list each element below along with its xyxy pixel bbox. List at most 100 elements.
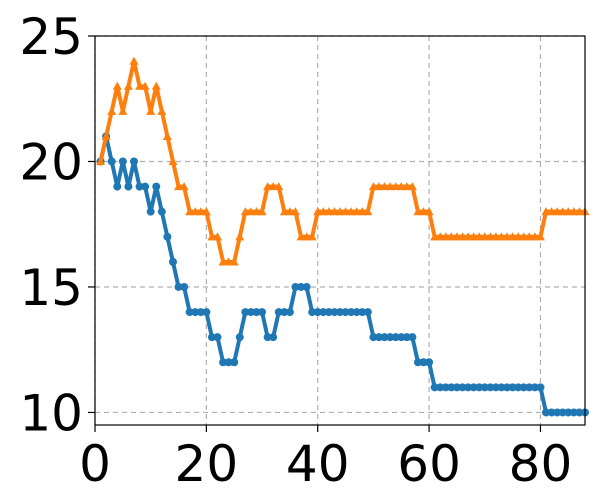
series-1-point	[352, 308, 361, 317]
series-2-point	[96, 156, 106, 166]
series-1-point	[129, 157, 138, 166]
series-1-point	[497, 383, 506, 392]
x-tick-label: 40	[286, 435, 350, 493]
series-2-point	[118, 106, 128, 115]
series-2-point	[257, 207, 267, 216]
series-1-point	[324, 308, 333, 317]
series-1-point	[285, 308, 294, 317]
series-2-point	[162, 131, 172, 140]
grid-lines	[94, 35, 585, 425]
series-1-point	[542, 408, 551, 417]
series-1-point	[553, 408, 562, 417]
series-1-point	[363, 308, 372, 317]
x-tick-label: 80	[509, 435, 573, 493]
y-tick-label: 10	[19, 384, 83, 442]
series-1-point	[508, 383, 517, 392]
series-2-point	[235, 232, 245, 241]
series-1-point	[207, 333, 216, 342]
series-1-point	[219, 358, 228, 367]
axis-ticks: 0 20 40 60 80 10 15 20 25	[19, 8, 572, 493]
series-1-point	[246, 308, 255, 317]
series-1-point	[530, 383, 539, 392]
y-tick-label: 25	[19, 8, 83, 66]
series-2-point	[229, 257, 239, 266]
series-1-point	[185, 308, 194, 317]
series-2-point	[112, 81, 122, 90]
series-1-point	[180, 282, 189, 291]
series-1-point	[280, 308, 289, 317]
series-1-point	[297, 282, 306, 291]
series-1-point	[146, 207, 155, 216]
series-1-point	[336, 308, 344, 317]
series-1-point	[408, 333, 417, 342]
series-2	[96, 56, 590, 266]
series-layer	[96, 56, 590, 417]
series-2-point	[168, 156, 178, 166]
series-2-point	[157, 106, 167, 115]
series-2-point	[146, 106, 156, 115]
series-1-point	[503, 383, 512, 392]
series-1-point	[475, 383, 484, 392]
series-1-point	[374, 333, 383, 342]
series-1-point	[575, 408, 584, 417]
plot-frame	[94, 35, 586, 426]
series-1-point	[402, 333, 411, 342]
series-2-point	[407, 182, 417, 191]
series-1-point	[380, 333, 389, 342]
series-1-point	[452, 383, 461, 392]
series-2-point	[140, 81, 150, 90]
series-1-point	[547, 408, 556, 417]
series-1-point	[525, 383, 534, 392]
series-2-point	[274, 182, 284, 191]
series-1-point	[413, 358, 422, 367]
series-1-point	[519, 383, 528, 392]
y-tick-label: 15	[19, 259, 83, 317]
series-1-point	[269, 333, 278, 342]
series-2-point	[151, 81, 161, 90]
series-1-point	[124, 182, 133, 191]
series-1-point	[569, 408, 578, 417]
series-1-point	[152, 182, 161, 191]
series-1-point	[107, 157, 116, 166]
series-1-point	[230, 358, 239, 367]
series-1-point	[514, 383, 523, 392]
series-1-point	[480, 383, 489, 392]
x-tick-label: 0	[79, 435, 111, 493]
series-1-point	[291, 282, 300, 291]
series-2-point	[290, 207, 300, 216]
series-1-point	[441, 383, 450, 392]
series-1-point	[430, 383, 439, 392]
series-1-point	[419, 358, 428, 367]
series-1-point	[157, 207, 166, 216]
series-1-point	[358, 308, 367, 317]
x-tick-label: 20	[175, 435, 239, 493]
series-1-point	[436, 383, 445, 392]
series-1-point	[241, 308, 250, 317]
series-1-point	[330, 308, 339, 317]
series-2-point	[213, 232, 222, 241]
series-2-line	[98, 59, 585, 264]
series-1-point	[235, 333, 244, 342]
y-tick-label: 20	[19, 133, 83, 191]
series-2-point	[307, 232, 317, 241]
series-1-point	[224, 358, 233, 367]
series-1-point	[319, 308, 328, 317]
series-1-point	[386, 333, 395, 342]
series-1-point	[458, 383, 467, 392]
series-1-point	[369, 333, 378, 342]
series-1-point	[464, 383, 473, 392]
series-1-point	[341, 308, 350, 317]
series-1-point	[564, 408, 573, 417]
series-1-point	[258, 308, 267, 317]
series-2-point	[535, 232, 545, 241]
series-1	[96, 132, 589, 417]
series-1-point	[536, 383, 545, 392]
x-tick-label: 60	[397, 435, 461, 493]
series-1-point	[202, 308, 211, 317]
series-2-point	[363, 207, 373, 216]
series-2-point	[201, 207, 211, 216]
series-2-point	[107, 106, 117, 115]
series-1-line	[98, 134, 585, 415]
series-1-point	[141, 182, 150, 191]
